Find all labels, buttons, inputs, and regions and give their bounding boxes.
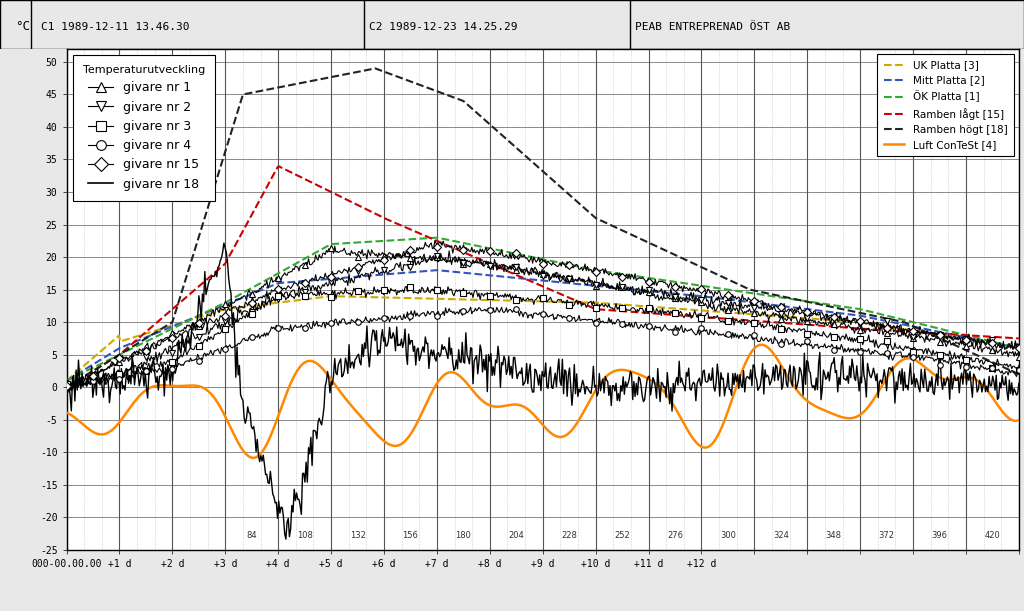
- Text: °C: °C: [15, 20, 31, 34]
- Text: 420: 420: [984, 531, 1000, 540]
- Text: 108: 108: [297, 531, 312, 540]
- Text: 156: 156: [402, 531, 419, 540]
- Text: 300: 300: [720, 531, 736, 540]
- Text: 348: 348: [825, 531, 842, 540]
- Text: 204: 204: [508, 531, 524, 540]
- Text: 132: 132: [349, 531, 366, 540]
- Text: 324: 324: [773, 531, 788, 540]
- Text: 84: 84: [247, 531, 257, 540]
- Text: C2 1989-12-23 14.25.29: C2 1989-12-23 14.25.29: [369, 22, 517, 32]
- Text: 396: 396: [932, 531, 947, 540]
- Text: C1 1989-12-11 13.46.30: C1 1989-12-11 13.46.30: [41, 22, 189, 32]
- Legend: givare nr 1, givare nr 2, givare nr 3, givare nr 4, givare nr 15, givare nr 18: givare nr 1, givare nr 2, givare nr 3, g…: [73, 55, 215, 200]
- Text: 372: 372: [879, 531, 895, 540]
- Text: 276: 276: [667, 531, 683, 540]
- Text: 228: 228: [561, 531, 578, 540]
- Text: 252: 252: [614, 531, 630, 540]
- Text: 180: 180: [456, 531, 471, 540]
- Text: PEAB ENTREPRENAD ÖST AB: PEAB ENTREPRENAD ÖST AB: [635, 22, 791, 32]
